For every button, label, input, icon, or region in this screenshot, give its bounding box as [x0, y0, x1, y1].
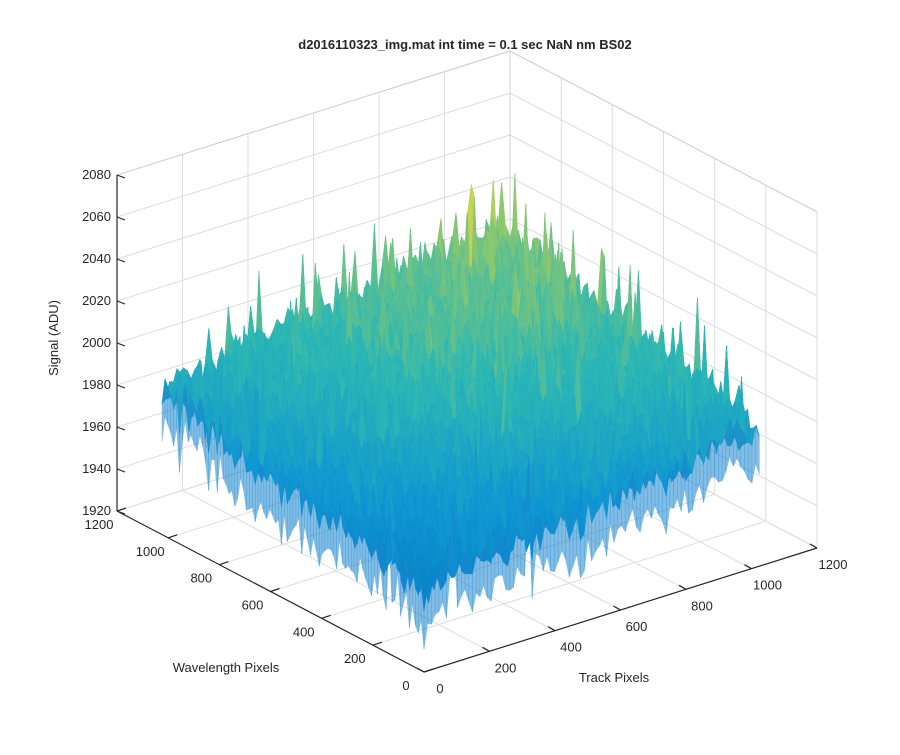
- surface-mesh: [162, 173, 759, 649]
- surface-patch: [694, 298, 701, 380]
- chart-title: d2016110323_img.mat int time = 0.1 sec N…: [298, 37, 631, 52]
